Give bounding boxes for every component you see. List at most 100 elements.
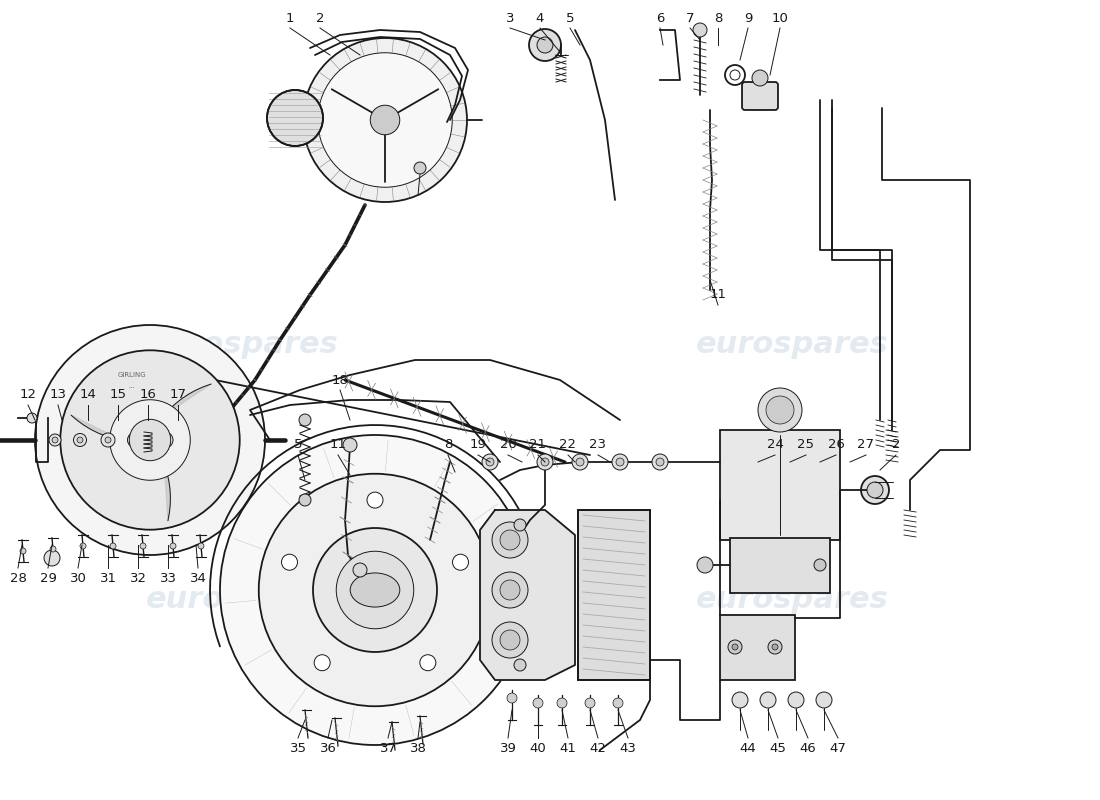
Circle shape: [861, 476, 889, 504]
Text: 31: 31: [99, 571, 117, 585]
Circle shape: [500, 630, 520, 650]
Text: 38: 38: [409, 742, 427, 754]
Text: 5: 5: [565, 11, 574, 25]
Text: 44: 44: [739, 742, 757, 754]
Bar: [578, 510, 650, 680]
Text: 13: 13: [50, 389, 66, 402]
Polygon shape: [164, 465, 170, 521]
Circle shape: [728, 640, 743, 654]
Circle shape: [616, 458, 624, 466]
Text: 43: 43: [619, 742, 637, 754]
Text: 5: 5: [294, 438, 302, 451]
Text: 35: 35: [289, 742, 307, 754]
Text: 21: 21: [529, 438, 547, 451]
Text: 4: 4: [536, 11, 544, 25]
Circle shape: [576, 458, 584, 466]
Circle shape: [60, 350, 240, 530]
Circle shape: [157, 432, 173, 448]
Text: 2: 2: [892, 438, 900, 451]
Text: 19: 19: [470, 438, 486, 451]
Circle shape: [656, 458, 664, 466]
Circle shape: [760, 692, 775, 708]
Bar: [730, 538, 830, 593]
Text: 11: 11: [710, 289, 726, 302]
Text: GIRLING: GIRLING: [118, 372, 146, 378]
Text: 42: 42: [590, 742, 606, 754]
Text: 6: 6: [656, 11, 664, 25]
Circle shape: [128, 433, 143, 447]
Text: 20: 20: [499, 438, 516, 451]
Text: 26: 26: [827, 438, 845, 451]
Text: 30: 30: [69, 571, 87, 585]
Circle shape: [414, 162, 426, 174]
Circle shape: [758, 388, 802, 432]
Text: 12: 12: [20, 389, 36, 402]
Circle shape: [772, 644, 778, 650]
Text: 34: 34: [189, 571, 207, 585]
Text: ...: ...: [129, 383, 135, 390]
Circle shape: [507, 693, 517, 703]
Text: 27: 27: [858, 438, 874, 451]
Text: 33: 33: [160, 571, 176, 585]
Circle shape: [110, 400, 190, 480]
Circle shape: [371, 106, 399, 134]
Text: 32: 32: [130, 571, 146, 585]
Bar: [720, 615, 795, 680]
Ellipse shape: [350, 573, 399, 607]
Text: 24: 24: [767, 438, 783, 451]
Circle shape: [44, 550, 60, 566]
Circle shape: [557, 698, 566, 708]
Circle shape: [514, 519, 526, 531]
Text: 3: 3: [506, 11, 515, 25]
Circle shape: [299, 494, 311, 506]
Bar: [578, 510, 650, 680]
Circle shape: [492, 572, 528, 608]
Circle shape: [343, 438, 358, 452]
Circle shape: [318, 53, 452, 187]
Circle shape: [74, 434, 87, 446]
Text: 10: 10: [771, 11, 789, 25]
Circle shape: [28, 413, 37, 423]
Circle shape: [492, 622, 528, 658]
Circle shape: [80, 543, 86, 549]
Text: 18: 18: [331, 374, 349, 386]
Circle shape: [420, 654, 436, 670]
Text: 37: 37: [379, 742, 396, 754]
Text: 45: 45: [770, 742, 786, 754]
Circle shape: [104, 437, 111, 443]
Circle shape: [130, 419, 170, 461]
Circle shape: [50, 546, 56, 552]
Circle shape: [613, 698, 623, 708]
Text: 1: 1: [286, 11, 295, 25]
Circle shape: [267, 90, 323, 146]
Circle shape: [732, 692, 748, 708]
Circle shape: [302, 38, 468, 202]
Text: 7: 7: [685, 11, 694, 25]
Circle shape: [814, 559, 826, 571]
Circle shape: [337, 551, 414, 629]
Circle shape: [314, 528, 437, 652]
Circle shape: [788, 692, 804, 708]
Polygon shape: [480, 510, 575, 680]
Circle shape: [299, 414, 311, 426]
Polygon shape: [164, 384, 211, 415]
Text: 29: 29: [40, 571, 56, 585]
Circle shape: [367, 492, 383, 508]
Text: 8: 8: [443, 438, 452, 451]
Circle shape: [585, 698, 595, 708]
Text: 46: 46: [800, 742, 816, 754]
Circle shape: [170, 543, 176, 549]
Circle shape: [766, 396, 794, 424]
Text: 23: 23: [590, 438, 606, 451]
Text: 41: 41: [560, 742, 576, 754]
Text: eurospares: eurospares: [145, 330, 339, 358]
Polygon shape: [72, 415, 121, 440]
Circle shape: [353, 563, 367, 577]
Circle shape: [198, 543, 204, 549]
Bar: [720, 430, 840, 540]
Text: eurospares: eurospares: [695, 330, 889, 358]
Circle shape: [500, 530, 520, 550]
Text: 14: 14: [79, 389, 97, 402]
Text: 28: 28: [10, 571, 26, 585]
Circle shape: [867, 482, 883, 498]
